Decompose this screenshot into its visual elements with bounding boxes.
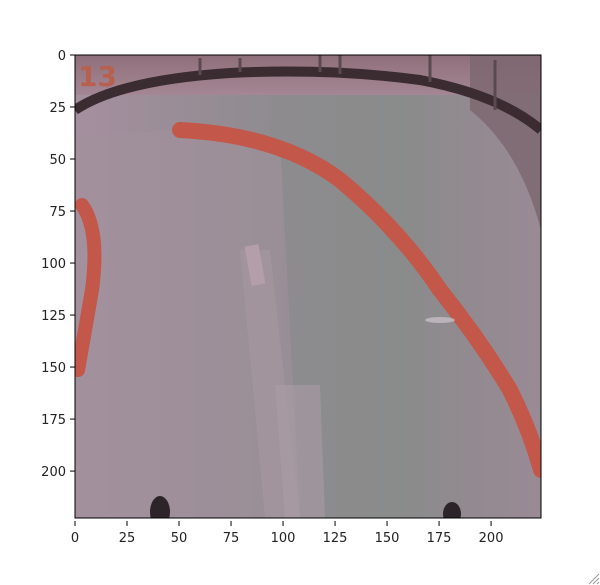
rink-photo: 13: [75, 55, 541, 518]
resize-grip-icon[interactable]: [586, 571, 600, 585]
x-tick-label: 200: [479, 531, 504, 546]
x-tick-label: 25: [119, 531, 136, 546]
x-tick-label: 175: [427, 531, 452, 546]
y-axis: 0 25 50 75 100 125 150 175 200: [41, 49, 75, 480]
y-tick-label: 175: [41, 413, 66, 428]
x-tick-label: 100: [271, 531, 296, 546]
puck-object: [150, 496, 170, 518]
x-tick-label: 150: [375, 531, 400, 546]
y-tick-label: 0: [58, 49, 66, 64]
puck-object: [443, 502, 461, 518]
y-tick-label: 125: [41, 309, 66, 324]
frame-number: 13: [78, 60, 117, 93]
x-tick-label: 125: [323, 531, 348, 546]
red-line-left: [75, 198, 102, 377]
axes-frame: [74, 54, 542, 519]
ice-highlight-left: [75, 130, 300, 518]
red-line: [172, 122, 541, 478]
x-tick-label: 50: [171, 531, 188, 546]
y-tick-label: 50: [49, 153, 66, 168]
ice-track: [275, 385, 325, 518]
ice-mark: [244, 244, 266, 286]
y-tick-label: 100: [41, 257, 66, 272]
y-tick-label: 200: [41, 465, 66, 480]
y-tick-label: 75: [49, 205, 66, 220]
rink-board: [75, 66, 541, 134]
y-tick-label: 25: [49, 101, 66, 116]
ice-mark: [425, 317, 455, 323]
x-tick-label: 0: [71, 531, 79, 546]
x-tick-label: 75: [223, 531, 240, 546]
x-axis: 0 25 50 75 100 125 150 175 200: [71, 521, 504, 546]
y-tick-label: 150: [41, 361, 66, 376]
